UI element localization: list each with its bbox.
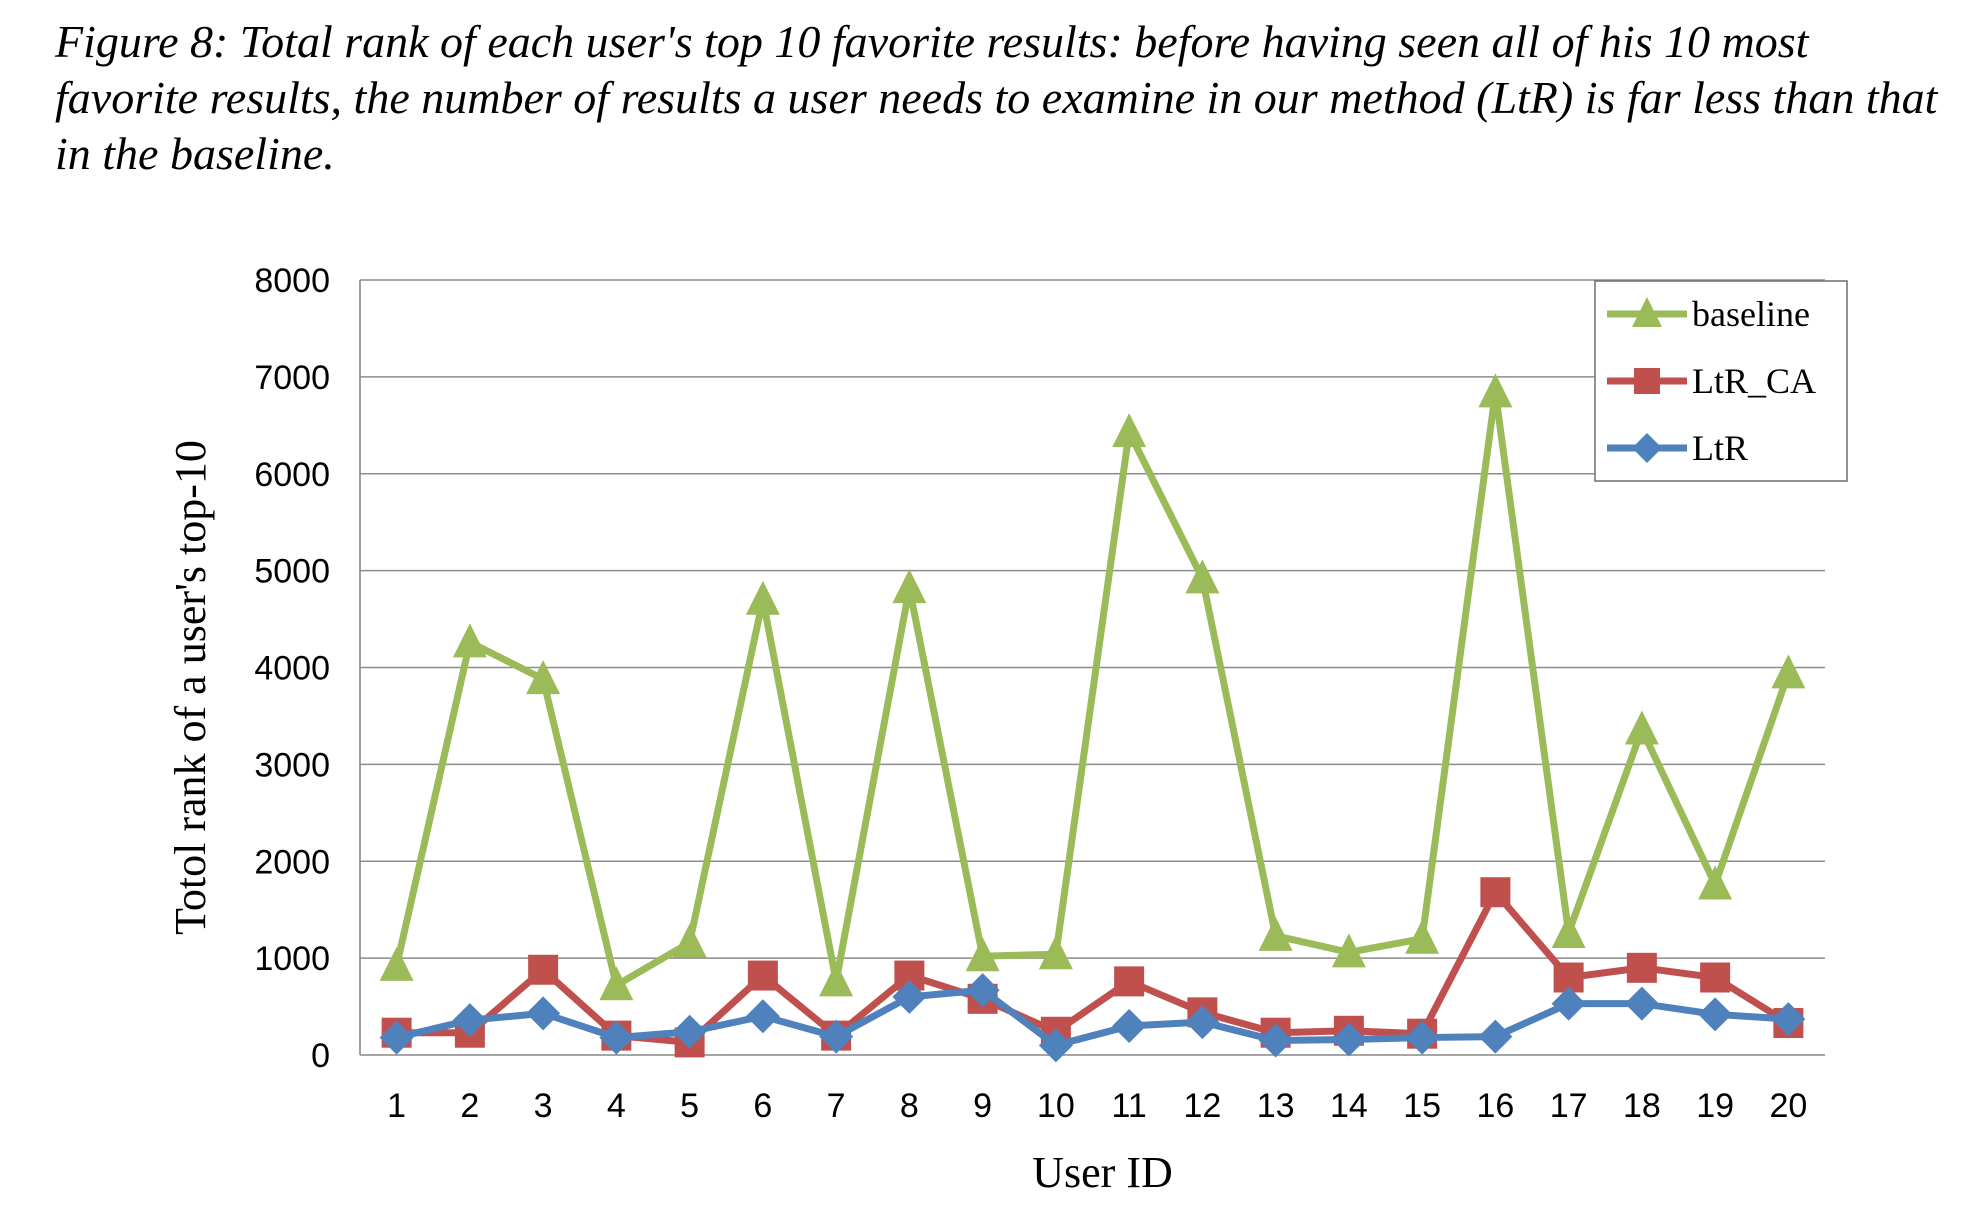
point-ltr-ca <box>528 954 559 985</box>
legend-marker-ltr-ca <box>1634 368 1660 394</box>
point-baseline <box>1405 919 1440 954</box>
point-ltr-ca <box>1626 952 1657 983</box>
point-ltr <box>1038 1028 1073 1063</box>
legend-label-baseline: baseline <box>1692 294 1810 334</box>
series-line-baseline <box>393 391 1792 991</box>
point-baseline <box>965 937 1000 972</box>
point-ltr <box>1698 997 1733 1032</box>
y-tick-label: 2000 <box>254 843 330 881</box>
y-axis-title: Totol rank of a user's top-10 <box>166 440 215 935</box>
x-tick-label: 17 <box>1550 1087 1588 1125</box>
point-baseline <box>1258 916 1293 951</box>
point-ltr-ca <box>747 960 778 991</box>
point-ltr <box>379 1020 414 1055</box>
y-tick-label: 8000 <box>254 262 330 300</box>
x-tick-label: 13 <box>1257 1087 1295 1125</box>
point-ltr <box>452 1003 487 1038</box>
point-baseline <box>672 923 707 958</box>
point-ltr <box>1331 1022 1366 1057</box>
point-baseline <box>745 580 780 615</box>
point-ltr <box>819 1019 854 1054</box>
x-tick-label: 16 <box>1476 1087 1514 1125</box>
point-ltr <box>1405 1020 1440 1055</box>
point-ltr <box>965 973 1000 1008</box>
point-ltr-ca <box>1114 966 1145 997</box>
x-axis-title: User ID <box>1032 1148 1173 1197</box>
x-tick-label: 11 <box>1111 1087 1146 1125</box>
y-tick-label: 6000 <box>254 456 330 494</box>
x-tick-label: 8 <box>900 1087 919 1125</box>
y-tick-label: 7000 <box>254 359 330 397</box>
point-baseline <box>452 623 487 658</box>
point-ltr <box>1771 1002 1806 1037</box>
x-tick-label: 18 <box>1623 1087 1661 1125</box>
point-baseline <box>1551 913 1586 948</box>
point-ltr <box>526 996 561 1031</box>
x-tick-label: 2 <box>460 1087 479 1125</box>
x-tick-label: 20 <box>1769 1087 1807 1125</box>
point-baseline <box>892 569 927 604</box>
y-tick-label: 1000 <box>254 940 330 978</box>
point-ltr <box>1258 1023 1293 1058</box>
point-ltr <box>1185 1005 1220 1040</box>
point-ltr <box>1112 1008 1147 1043</box>
point-baseline <box>819 962 854 997</box>
x-tick-label: 5 <box>680 1087 699 1125</box>
x-tick-label: 12 <box>1183 1087 1221 1125</box>
figure-caption: Figure 8: Total rank of each user's top … <box>55 16 1938 179</box>
y-tick-label: 5000 <box>254 553 330 591</box>
point-baseline <box>1698 865 1733 900</box>
y-tick-label: 4000 <box>254 650 330 688</box>
point-ltr <box>892 979 927 1014</box>
x-tick-label: 3 <box>534 1087 553 1125</box>
point-ltr-ca <box>1480 877 1511 908</box>
x-tick-label: 14 <box>1330 1087 1368 1125</box>
legend-marker-baseline <box>1632 297 1662 327</box>
point-baseline <box>1624 710 1659 745</box>
legend-label-ltr: LtR <box>1692 428 1748 468</box>
x-tick-label: 7 <box>827 1087 846 1125</box>
y-tick-label: 3000 <box>254 746 330 784</box>
x-tick-label: 4 <box>607 1087 626 1125</box>
point-baseline <box>379 946 414 981</box>
x-tick-label: 19 <box>1696 1087 1734 1125</box>
point-ltr <box>1551 986 1586 1021</box>
point-baseline <box>1478 373 1513 408</box>
point-ltr <box>1624 986 1659 1021</box>
point-baseline <box>526 660 561 695</box>
x-tick-label: 10 <box>1037 1087 1075 1125</box>
point-baseline <box>1112 413 1147 448</box>
x-tick-label: 15 <box>1403 1087 1441 1125</box>
x-tick-label: 1 <box>387 1087 406 1125</box>
point-ltr <box>672 1014 707 1049</box>
point-baseline <box>1771 654 1806 689</box>
point-baseline <box>1038 935 1073 970</box>
legend-marker-ltr <box>1632 433 1662 463</box>
point-ltr <box>745 999 780 1034</box>
point-baseline <box>1185 559 1220 594</box>
point-baseline <box>599 966 634 1001</box>
y-tick-label: 0 <box>311 1037 330 1075</box>
point-ltr <box>599 1020 634 1055</box>
x-tick-label: 6 <box>753 1087 772 1125</box>
x-tick-label: 9 <box>973 1087 992 1125</box>
point-ltr <box>1478 1019 1513 1054</box>
point-ltr-ca <box>1700 962 1731 993</box>
legend-label-ltr-ca: LtR_CA <box>1692 361 1816 401</box>
point-baseline <box>1331 933 1366 968</box>
